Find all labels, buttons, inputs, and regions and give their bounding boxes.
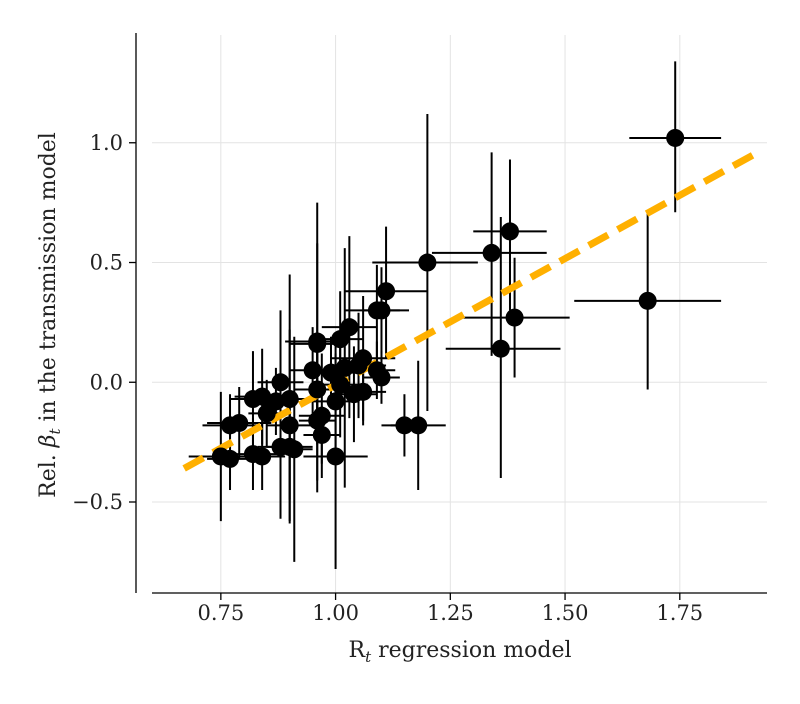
data-point [335,358,354,377]
data-point [377,282,396,301]
data-points [211,128,685,468]
y-tick-label: 1.0 [90,131,123,155]
data-point [395,416,414,435]
y-tick-label: 0.5 [90,251,123,275]
data-point [221,449,240,468]
x-tick-label: 1.50 [542,601,589,625]
data-point [285,440,304,459]
y-axis-title: Rel. βt in the transmission model [36,132,64,498]
tick-labels: 0.75 1.00 1.25 1.50 1.75 −0.5 0.0 0.5 1.0 [72,131,703,625]
x-axis-title-main: R [348,638,366,663]
x-tick-label: 0.75 [197,601,244,625]
data-point [349,356,368,375]
data-point [638,291,657,310]
data-point [491,339,510,358]
grid-layer [152,35,767,593]
y-axis-title-pre: Rel. [36,447,61,498]
fit-line [182,149,760,472]
y-tick-label: 0.0 [90,370,123,394]
data-point [505,308,524,327]
data-point [303,361,322,380]
axis-layer [129,33,767,600]
data-point [666,128,685,147]
data-point [418,253,437,272]
y-axis-title-rest: in the transmission model [36,132,61,428]
data-point [482,243,501,262]
x-tick-label: 1.75 [656,601,703,625]
data-point [308,411,327,430]
data-point [253,447,272,466]
x-axis-title: Rt regression model [348,638,571,666]
x-axis-title-sub: t [365,648,372,666]
data-point [243,390,262,409]
data-point [331,375,350,394]
data-point [308,380,327,399]
data-point [372,301,391,320]
y-axis-title-sub: t [46,428,64,435]
data-point [280,390,299,409]
x-axis-title-rest: regression model [371,638,571,663]
data-point [271,373,290,392]
data-point [409,416,428,435]
data-point [500,222,519,241]
data-point [372,368,391,387]
y-tick-label: −0.5 [72,490,123,514]
fit-line-layer [182,149,760,472]
y-axis-title-symbol: β [36,435,61,449]
data-point [344,385,363,404]
data-point [331,330,350,349]
data-point [257,404,276,423]
x-tick-label: 1.25 [427,601,474,625]
x-tick-label: 1.00 [312,601,359,625]
data-point [280,416,299,435]
data-point [326,447,345,466]
data-point [312,425,331,444]
data-point [326,392,345,411]
data-point [221,416,240,435]
error-bars [188,61,722,570]
data-point [308,334,327,353]
